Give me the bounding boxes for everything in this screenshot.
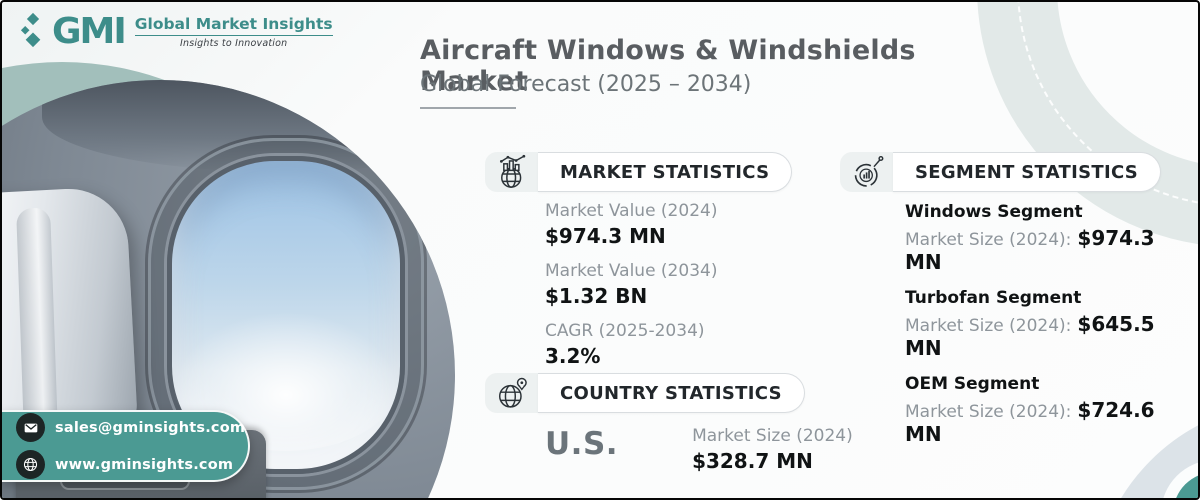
- segment-stat-item: OEM Segment Market Size (2024): $724.6 MN: [905, 374, 1198, 446]
- segment-statistics-icon-box: [840, 152, 893, 192]
- globe-location-pin-icon: [498, 377, 527, 408]
- gmi-diamonds-icon: [20, 12, 41, 48]
- contact-bar: sales@gminsights.com www.gminsights.com: [2, 410, 250, 482]
- logo-company-name: Global Market Insights: [134, 15, 333, 36]
- stat-label: Market Value (2024): [545, 201, 718, 221]
- email-icon-circle: [16, 413, 45, 442]
- stat-label: Market Value (2034): [545, 261, 718, 281]
- segment-size-label: Market Size (2024):: [905, 402, 1072, 422]
- segment-size-line: Market Size (2024): $645.5 MN: [905, 312, 1198, 360]
- segment-size-label: Market Size (2024):: [905, 230, 1072, 250]
- country-name: U.S.: [545, 426, 619, 462]
- contact-website-row[interactable]: www.gminsights.com: [16, 450, 248, 479]
- stat-value: $1.32 BN: [545, 284, 648, 308]
- segment-name: OEM Segment: [905, 374, 1040, 394]
- market-statistics-list: Market Value (2024) $974.3 MN Market Val…: [545, 201, 717, 368]
- www-globe-icon: [23, 457, 38, 472]
- segment-name: Turbofan Segment: [905, 288, 1082, 308]
- stat-label: Market Size (2024): [692, 426, 853, 446]
- segment-statistics-label: SEGMENT STATISTICS: [915, 161, 1139, 183]
- segment-size-line: Market Size (2024): $724.6 MN: [905, 398, 1198, 446]
- country-statistics-header: COUNTRY STATISTICS: [485, 373, 805, 413]
- gmi-logo: GMI Global Market Insights Insights to I…: [20, 12, 333, 52]
- market-statistics-icon-box: [485, 152, 538, 192]
- country-stat-row: U.S. Market Size (2024) $328.7 MN: [545, 426, 853, 473]
- stat-value: 3.2%: [545, 344, 601, 368]
- segment-stat-item: Windows Segment Market Size (2024): $974.…: [905, 202, 1198, 274]
- market-stat-item: Market Value (2024) $974.3 MN: [545, 201, 717, 248]
- segment-name: Windows Segment: [905, 202, 1083, 222]
- donut-chart-icon: [854, 155, 883, 187]
- contact-website[interactable]: www.gminsights.com: [55, 456, 234, 473]
- gmi-monogram: GMI: [52, 11, 127, 52]
- market-stat-item: Market Value (2034) $1.32 BN: [545, 261, 717, 308]
- segment-size-line: Market Size (2024): $974.3 MN: [905, 226, 1198, 274]
- website-icon-circle: [16, 450, 45, 479]
- country-statistics-pill: COUNTRY STATISTICS: [538, 373, 805, 413]
- segment-statistics-pill: SEGMENT STATISTICS: [893, 152, 1162, 192]
- subtitle-underline: [420, 107, 516, 109]
- segment-statistics-header: SEGMENT STATISTICS: [840, 152, 1162, 192]
- logo-tagline: Insights to Innovation: [179, 38, 288, 49]
- stat-value: $328.7 MN: [692, 449, 813, 473]
- country-statistics-label: COUNTRY STATISTICS: [560, 382, 782, 404]
- contact-email-row[interactable]: sales@gminsights.com: [16, 413, 248, 442]
- segment-size-value: $974.3 MN: [905, 226, 1155, 274]
- envelope-icon: [24, 423, 37, 432]
- stat-value: $974.3 MN: [545, 224, 666, 248]
- market-stat-item: CAGR (2025-2034) 3.2%: [545, 321, 717, 368]
- country-statistics-icon-box: [485, 373, 538, 413]
- page-subtitle: Global Forecast (2025 – 2034): [420, 72, 752, 97]
- market-statistics-pill: MARKET STATISTICS: [538, 152, 793, 192]
- segment-stat-item: Turbofan Segment Market Size (2024): $645…: [905, 288, 1198, 360]
- contact-email[interactable]: sales@gminsights.com: [55, 419, 246, 436]
- segment-size-value: $724.6 MN: [905, 398, 1155, 446]
- segment-size-value: $645.5 MN: [905, 312, 1155, 360]
- market-statistics-header: MARKET STATISTICS: [485, 152, 793, 192]
- segment-statistics-list: Windows Segment Market Size (2024): $974.…: [905, 202, 1198, 446]
- page-title: Aircraft Windows & Windshields Market: [420, 35, 916, 97]
- globe-bar-chart-icon: [499, 154, 525, 188]
- segment-size-label: Market Size (2024):: [905, 316, 1072, 336]
- market-statistics-label: MARKET STATISTICS: [560, 161, 770, 183]
- stat-label: CAGR (2025-2034): [545, 321, 705, 341]
